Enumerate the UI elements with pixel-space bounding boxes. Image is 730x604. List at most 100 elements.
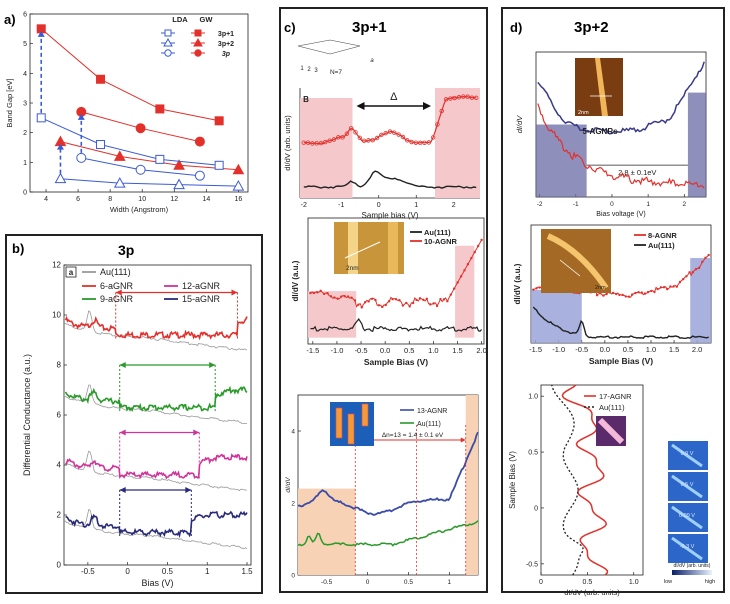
d3-red-curve bbox=[561, 384, 609, 576]
d3-colorbar-low: low bbox=[664, 579, 672, 585]
a-point-triangle bbox=[54, 172, 67, 184]
a-ytick-label: 4 bbox=[23, 71, 27, 78]
d2-red-point bbox=[627, 295, 631, 298]
d2-gap-shade-right bbox=[690, 258, 711, 343]
d2-red-point bbox=[672, 285, 675, 288]
c2-ylabel: dI/dV (a.u.) bbox=[291, 260, 300, 301]
c2-red-point bbox=[442, 298, 446, 301]
a-point-square bbox=[214, 160, 224, 170]
c2-scale-label: 2nm bbox=[346, 265, 359, 272]
c2-red-point bbox=[432, 302, 435, 305]
b-xtick-label: 0 bbox=[125, 567, 130, 576]
d3-map-stripe bbox=[671, 474, 703, 499]
d2-red-point bbox=[643, 292, 647, 295]
d2-red-point bbox=[678, 280, 682, 284]
c2-red-point bbox=[425, 297, 429, 300]
c2-red-point bbox=[319, 289, 322, 292]
c1-xlabel: Sample bias (V) bbox=[362, 211, 419, 220]
d3-black-curve bbox=[551, 384, 584, 576]
c1-red-point bbox=[439, 108, 444, 114]
a-legend-label: 3p+2 bbox=[218, 41, 234, 48]
c2-red-point bbox=[398, 299, 401, 302]
a-point-triangle bbox=[173, 178, 185, 190]
c2-red-point bbox=[336, 297, 339, 300]
c1-xtick-label: 1 bbox=[414, 202, 418, 209]
c3-gap-arrowhead bbox=[460, 437, 466, 443]
c2-red-point bbox=[329, 295, 333, 298]
d1-xtick-label: 1 bbox=[646, 201, 650, 208]
c1-inset-letter: 1 bbox=[300, 66, 304, 72]
d1-xtick-label: 0 bbox=[610, 201, 614, 208]
b-ytick-label: 10 bbox=[52, 311, 61, 320]
a-point-circle bbox=[76, 152, 87, 163]
c2-red-point bbox=[439, 297, 442, 301]
c1-black-curve bbox=[303, 170, 477, 189]
b-gap-arrowhead bbox=[119, 362, 126, 368]
d3-legend-label: Au(111) bbox=[599, 403, 625, 412]
b-xtick-label: 1.5 bbox=[241, 567, 253, 576]
c2-red-point bbox=[459, 275, 463, 278]
c1-red-point bbox=[396, 132, 401, 137]
c2-red-point bbox=[374, 298, 377, 302]
panel-c-label: c) bbox=[284, 20, 296, 35]
d2-black-curve bbox=[532, 306, 709, 340]
a-point-triangle bbox=[173, 159, 185, 170]
c1-gap-arrowhead bbox=[423, 102, 431, 110]
c3-gap-shade-right bbox=[465, 395, 478, 575]
d3-legend-label: 17-AGNR bbox=[599, 392, 632, 401]
a-legend-circle bbox=[194, 49, 202, 57]
a-ytick-label: 3 bbox=[23, 101, 27, 108]
b-gap-arrowhead bbox=[209, 362, 216, 368]
c2-red-point bbox=[377, 304, 381, 307]
d2-red-point bbox=[624, 295, 627, 298]
c2-legend-label: Au(111) bbox=[424, 228, 451, 237]
c1-red-point bbox=[310, 141, 315, 146]
c2-xtick-label: 1.5 bbox=[452, 346, 462, 355]
c1-red-point bbox=[422, 140, 427, 145]
d2-red-point bbox=[691, 271, 694, 274]
d2-red-point bbox=[707, 253, 710, 257]
c1-red-point bbox=[366, 138, 371, 143]
c2-red-point bbox=[480, 238, 483, 242]
a-legend-header-gw: GW bbox=[200, 15, 214, 24]
c1-red-point bbox=[474, 95, 479, 101]
c1-corner-label: B bbox=[303, 95, 309, 104]
a-point-square bbox=[155, 104, 165, 114]
panel-d-frame bbox=[501, 7, 725, 593]
c2-stm-line bbox=[344, 241, 381, 259]
d1-red-curve bbox=[537, 103, 705, 189]
c1-red-point bbox=[465, 94, 470, 99]
c2-red-point bbox=[415, 298, 418, 302]
c2-red-point bbox=[411, 301, 415, 305]
a-ytick-label: 6 bbox=[23, 12, 27, 19]
a-legend-triangle bbox=[163, 37, 173, 47]
d2-red-point bbox=[630, 293, 634, 296]
b-au-reference-curve bbox=[63, 384, 248, 425]
d1-purple-curve bbox=[537, 61, 705, 135]
c1-red-point bbox=[318, 140, 324, 146]
a-legend-triangle bbox=[193, 37, 203, 47]
c1-red-point bbox=[387, 129, 393, 134]
c1-red-point bbox=[430, 135, 436, 140]
d2-red-point bbox=[618, 293, 621, 297]
c2-legend-label: 10-AGNR bbox=[424, 237, 458, 246]
c1-red-point bbox=[461, 94, 466, 99]
b-inset-letter: a bbox=[69, 268, 74, 277]
a-xtick-label: 6 bbox=[76, 196, 80, 203]
c1-inset-text: N=7 bbox=[330, 69, 342, 76]
b-series-curve bbox=[64, 385, 248, 413]
d2-stm-ribbon bbox=[546, 233, 609, 290]
c1-red-point bbox=[344, 131, 350, 136]
d2-xtick-label: 1.5 bbox=[669, 345, 679, 354]
c2-red-point bbox=[333, 296, 336, 299]
d3-map-label: 0.09 V bbox=[679, 513, 695, 519]
d3-ytick-label: 0 bbox=[534, 505, 538, 512]
c1-red-point bbox=[357, 135, 363, 141]
c1-xtick-label: 0 bbox=[377, 202, 381, 209]
b-xtick-label: -0.5 bbox=[81, 567, 95, 576]
c2-stm-ribbon bbox=[388, 222, 398, 274]
d2-red-point bbox=[646, 290, 650, 294]
c2-red-point bbox=[340, 295, 343, 298]
c2-xtick-label: 0.0 bbox=[380, 346, 390, 355]
c1-gap-arrowhead bbox=[356, 102, 365, 110]
